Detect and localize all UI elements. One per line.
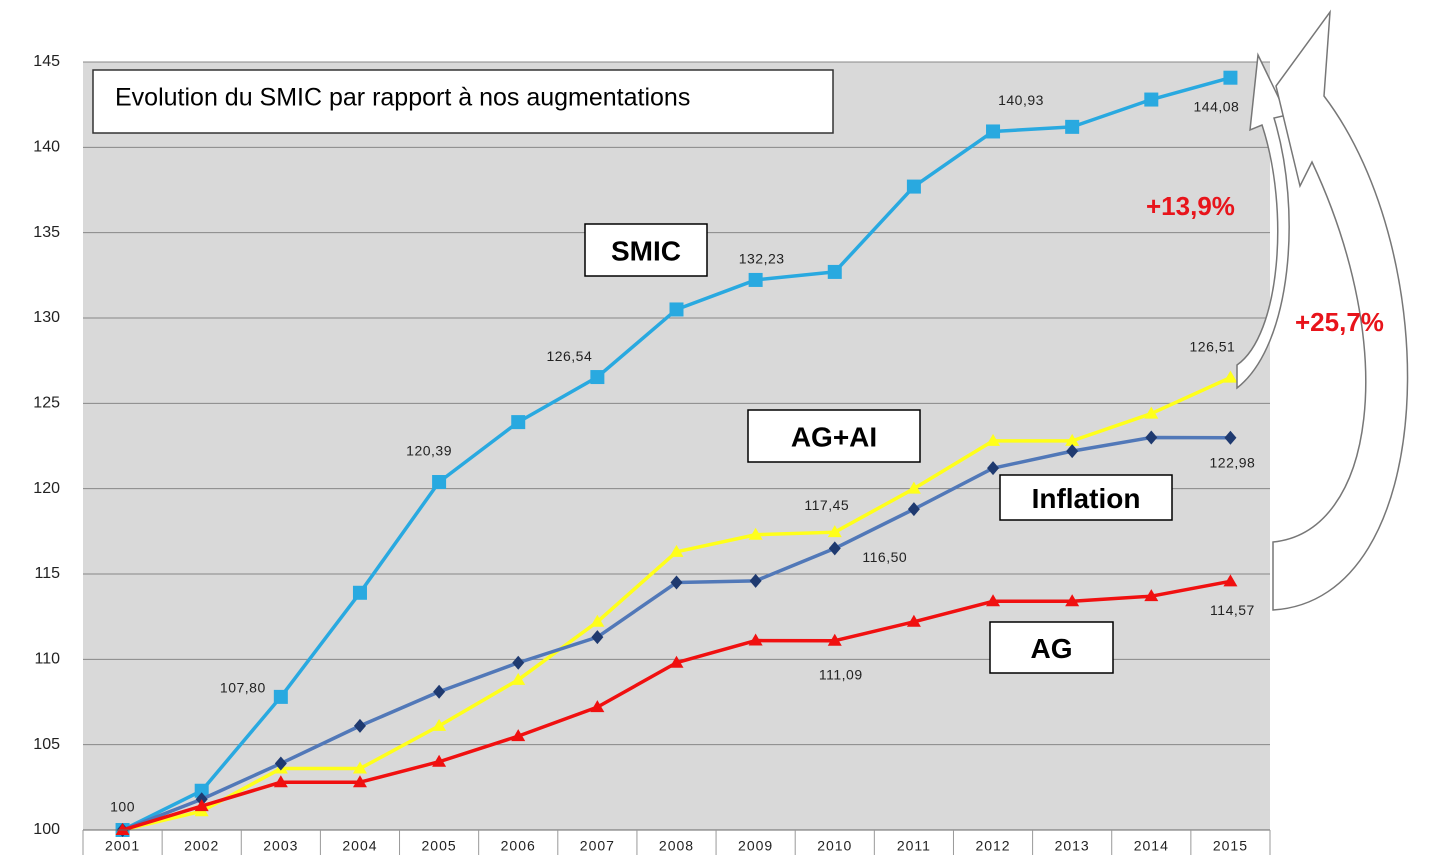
y-tick-label: 140 xyxy=(33,139,60,156)
marker xyxy=(749,273,763,287)
x-tick-label: 2003 xyxy=(263,838,298,854)
x-tick-label: 2001 xyxy=(105,838,140,854)
y-tick-label: 135 xyxy=(33,224,60,241)
y-tick-label: 120 xyxy=(33,480,60,497)
y-tick-label: 130 xyxy=(33,309,60,326)
data-label: 140,93 xyxy=(998,92,1044,108)
marker xyxy=(828,265,842,279)
marker xyxy=(1144,93,1158,107)
x-tick-label: 2009 xyxy=(738,838,773,854)
marker xyxy=(986,124,1000,138)
x-tick-label: 2005 xyxy=(422,838,457,854)
data-label: 132,23 xyxy=(739,251,785,267)
data-label: 126,51 xyxy=(1190,338,1236,354)
chart-title: Evolution du SMIC par rapport à nos augm… xyxy=(115,84,690,112)
y-tick-label: 105 xyxy=(33,736,60,753)
data-label: 100 xyxy=(110,799,135,815)
marker xyxy=(511,415,525,429)
marker xyxy=(670,302,684,316)
x-tick-label: 2015 xyxy=(1213,838,1248,854)
y-tick-label: 115 xyxy=(34,565,60,582)
marker xyxy=(1065,120,1079,134)
marker xyxy=(1223,71,1237,85)
annotation: +25,7% xyxy=(1295,307,1384,337)
data-label: 116,50 xyxy=(862,549,907,565)
y-tick-label: 125 xyxy=(33,395,60,412)
x-tick-label: 2014 xyxy=(1134,838,1169,854)
data-label: 114,57 xyxy=(1210,602,1255,618)
x-tick-label: 2004 xyxy=(342,838,377,854)
data-label: 111,09 xyxy=(819,666,863,682)
x-tick-label: 2012 xyxy=(975,838,1010,854)
legend-label: Inflation xyxy=(1032,483,1141,514)
marker xyxy=(432,475,446,489)
x-tick-label: 2008 xyxy=(659,838,694,854)
x-tick-label: 2002 xyxy=(184,838,219,854)
data-label: 120,39 xyxy=(406,443,452,459)
y-tick-label: 100 xyxy=(33,821,60,838)
data-label: 126,54 xyxy=(546,348,592,364)
legend-label: AG xyxy=(1031,633,1073,664)
marker xyxy=(590,370,604,384)
data-label: 107,80 xyxy=(220,680,266,696)
annotation: +13,9% xyxy=(1146,191,1235,221)
marker xyxy=(907,180,921,194)
y-tick-label: 145 xyxy=(33,53,60,70)
x-tick-label: 2013 xyxy=(1055,838,1090,854)
y-tick-label: 110 xyxy=(34,651,60,668)
x-tick-label: 2010 xyxy=(817,838,852,854)
x-tick-label: 2011 xyxy=(897,838,931,854)
data-label: 117,45 xyxy=(804,497,849,513)
marker xyxy=(274,690,288,704)
chart: Evolution du SMIC par rapport à nos augm… xyxy=(0,0,1431,855)
x-tick-label: 2006 xyxy=(501,838,536,854)
x-tick-label: 2007 xyxy=(580,838,615,854)
marker xyxy=(353,586,367,600)
legend-label: SMIC xyxy=(611,235,681,266)
data-label: 122,98 xyxy=(1210,455,1256,471)
data-label: 144,08 xyxy=(1194,98,1240,114)
legend-label: AG+AI xyxy=(791,421,877,452)
